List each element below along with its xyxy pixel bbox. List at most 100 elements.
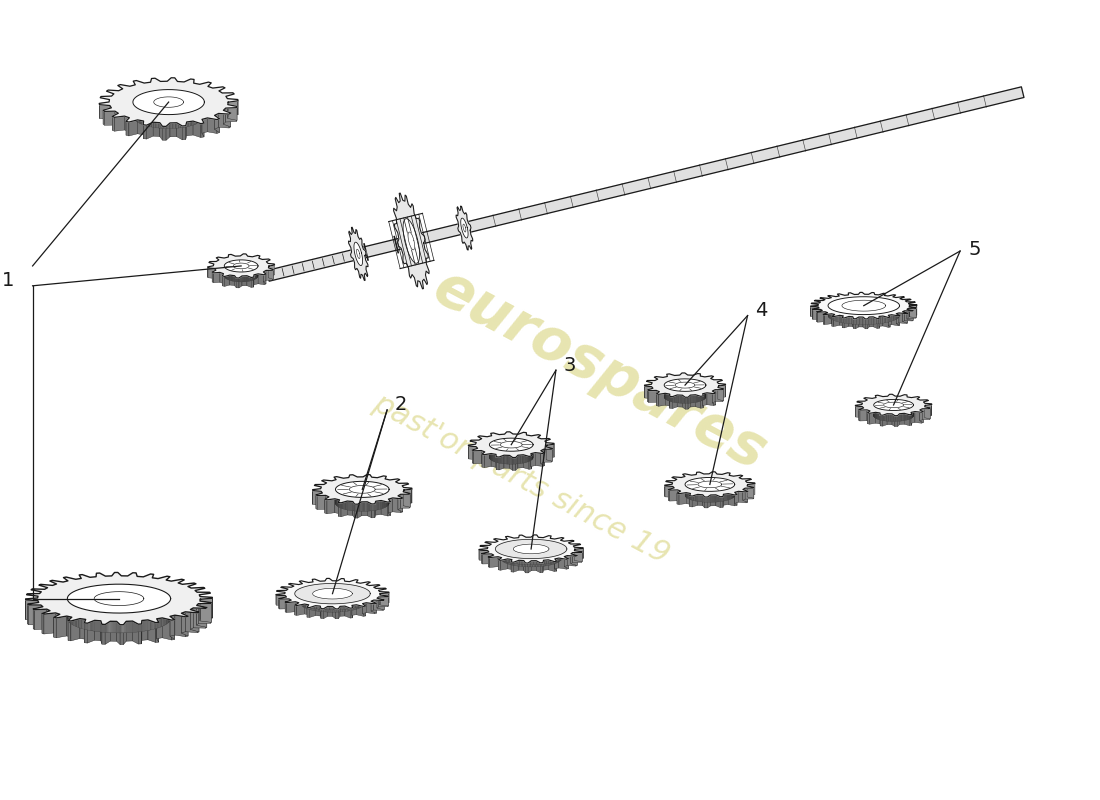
Polygon shape [678,490,681,502]
Polygon shape [239,276,242,288]
Polygon shape [823,313,827,324]
Polygon shape [190,608,194,630]
Polygon shape [889,315,890,327]
Polygon shape [312,588,352,599]
Polygon shape [404,492,410,507]
Polygon shape [540,562,543,573]
Polygon shape [99,105,110,119]
Polygon shape [228,105,236,120]
Polygon shape [856,317,859,329]
Polygon shape [80,618,86,639]
Polygon shape [197,604,198,626]
Polygon shape [133,90,205,114]
Polygon shape [922,412,923,423]
Polygon shape [160,122,163,140]
Polygon shape [332,606,336,619]
Polygon shape [536,453,542,466]
Polygon shape [309,606,316,618]
Polygon shape [742,490,748,502]
Text: 4: 4 [756,301,768,320]
Polygon shape [354,504,358,518]
Polygon shape [251,277,254,287]
Polygon shape [177,122,183,140]
Polygon shape [672,395,678,409]
Polygon shape [316,494,317,510]
Polygon shape [895,416,898,426]
Polygon shape [358,502,362,518]
Polygon shape [208,266,213,277]
Polygon shape [54,618,56,638]
Polygon shape [547,444,554,458]
Polygon shape [547,447,552,462]
Polygon shape [223,110,231,127]
Polygon shape [336,482,389,498]
Polygon shape [474,450,482,464]
Polygon shape [816,310,823,322]
Polygon shape [498,557,502,568]
Polygon shape [264,274,266,285]
Polygon shape [398,494,400,510]
Polygon shape [296,602,299,613]
Polygon shape [703,494,705,508]
Polygon shape [212,272,213,282]
Polygon shape [478,549,487,559]
Polygon shape [480,550,488,561]
Polygon shape [911,411,915,423]
Polygon shape [492,554,494,565]
Polygon shape [214,115,219,133]
Polygon shape [349,227,368,281]
Polygon shape [285,600,292,612]
Polygon shape [212,270,216,282]
Polygon shape [664,379,706,391]
Polygon shape [903,310,904,322]
Polygon shape [377,598,384,610]
Polygon shape [268,265,275,276]
Polygon shape [507,559,512,570]
Polygon shape [703,393,707,406]
Polygon shape [748,484,755,495]
Polygon shape [295,602,299,615]
Polygon shape [526,563,528,573]
Polygon shape [362,502,367,516]
Polygon shape [682,395,685,409]
Polygon shape [498,558,502,570]
Polygon shape [316,606,320,616]
Polygon shape [849,317,852,326]
Polygon shape [844,317,849,328]
Polygon shape [811,306,818,316]
Polygon shape [859,408,864,420]
Polygon shape [258,274,264,285]
Polygon shape [554,558,559,569]
Polygon shape [297,604,305,615]
Polygon shape [67,584,170,613]
Polygon shape [170,122,177,137]
Polygon shape [888,317,890,327]
Polygon shape [300,585,364,602]
Polygon shape [403,218,419,263]
Polygon shape [518,454,524,468]
Polygon shape [214,114,219,130]
Polygon shape [287,602,296,613]
Polygon shape [903,312,907,323]
Polygon shape [334,498,340,514]
Polygon shape [478,535,583,563]
Polygon shape [156,618,162,638]
Polygon shape [488,557,490,567]
Polygon shape [236,278,239,288]
Polygon shape [214,269,216,280]
Polygon shape [339,502,341,517]
Polygon shape [289,599,292,610]
Polygon shape [388,499,390,515]
Polygon shape [868,413,869,424]
Polygon shape [213,273,220,282]
Polygon shape [103,108,111,124]
Polygon shape [393,498,400,513]
Polygon shape [194,121,201,138]
Polygon shape [367,502,372,518]
Polygon shape [295,605,297,615]
Polygon shape [541,450,543,464]
Polygon shape [564,555,568,566]
Polygon shape [925,405,932,416]
Polygon shape [670,490,678,501]
Polygon shape [233,263,249,269]
